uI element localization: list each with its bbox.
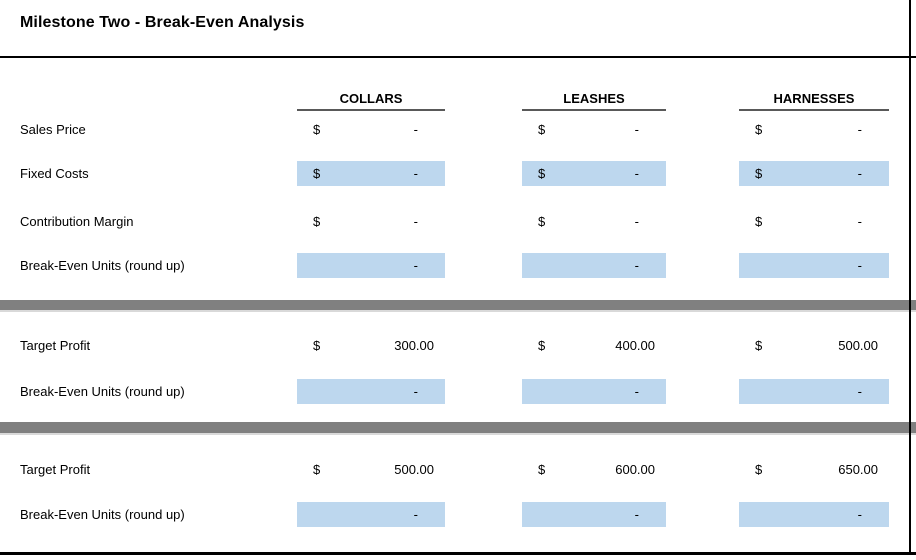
cell-value: -	[634, 166, 639, 181]
cell-value: 400.00	[615, 338, 655, 353]
cell-value: -	[413, 166, 418, 181]
row-sales-price: Sales Price $ - $ - $ -	[0, 117, 916, 142]
currency-symbol: $	[538, 462, 546, 477]
cell-value: 500.00	[838, 338, 878, 353]
currency-symbol: $	[755, 462, 763, 477]
cell-break-even-units-2-collars[interactable]: -	[297, 379, 445, 404]
cell-value: -	[413, 122, 418, 137]
cell-break-even-units-3-leashes[interactable]: -	[522, 502, 666, 527]
row-label-contribution-margin: Contribution Margin	[20, 214, 134, 229]
currency-symbol: $	[538, 338, 546, 353]
cell-value: 650.00	[838, 462, 878, 477]
cell-fixed-costs-leashes[interactable]: $ -	[522, 161, 666, 186]
column-header-harnesses: HARNESSES	[739, 88, 889, 111]
row-label-break-even-units: Break-Even Units (round up)	[20, 507, 185, 522]
cell-value: -	[413, 507, 418, 522]
cell-contribution-margin-leashes[interactable]: $ -	[522, 209, 666, 234]
cell-target-profit-1-collars[interactable]: $ 300.00	[297, 333, 445, 358]
cell-target-profit-2-leashes[interactable]: $ 600.00	[522, 457, 666, 482]
row-break-even-units-1: Break-Even Units (round up) - - -	[0, 253, 916, 278]
cell-break-even-units-2-harnesses[interactable]: -	[739, 379, 889, 404]
currency-symbol: $	[313, 214, 321, 229]
cell-value: -	[413, 214, 418, 229]
currency-symbol: $	[538, 122, 546, 137]
cell-value: 300.00	[394, 338, 434, 353]
row-fixed-costs: Fixed Costs $ - $ - $ -	[0, 161, 916, 186]
cell-sales-price-collars[interactable]: $ -	[297, 117, 445, 142]
currency-symbol: $	[313, 462, 321, 477]
bottom-border	[0, 552, 916, 555]
cell-target-profit-2-harnesses[interactable]: $ 650.00	[739, 457, 889, 482]
cell-value: -	[634, 214, 639, 229]
cell-target-profit-2-collars[interactable]: $ 500.00	[297, 457, 445, 482]
right-border	[909, 0, 911, 555]
cell-value: -	[857, 258, 862, 273]
cell-value: -	[634, 258, 639, 273]
row-target-profit-2: Target Profit $ 500.00 $ 600.00 $ 650.00	[0, 457, 916, 482]
cell-value: -	[857, 507, 862, 522]
cell-contribution-margin-harnesses[interactable]: $ -	[739, 209, 889, 234]
cell-sales-price-harnesses[interactable]: $ -	[739, 117, 889, 142]
section-divider-1	[0, 300, 916, 312]
row-label-target-profit: Target Profit	[20, 338, 91, 353]
row-label-break-even-units: Break-Even Units (round up)	[20, 384, 185, 399]
row-label-fixed-costs: Fixed Costs	[20, 166, 89, 181]
currency-symbol: $	[538, 214, 546, 229]
cell-value: -	[413, 258, 418, 273]
cell-value: -	[857, 166, 862, 181]
cell-value: -	[857, 384, 862, 399]
cell-value: -	[634, 507, 639, 522]
currency-symbol: $	[313, 338, 321, 353]
cell-break-even-units-3-collars[interactable]: -	[297, 502, 445, 527]
row-label-target-profit: Target Profit	[20, 462, 91, 477]
cell-break-even-units-1-leashes[interactable]: -	[522, 253, 666, 278]
currency-symbol: $	[313, 166, 321, 181]
row-target-profit-1: Target Profit $ 300.00 $ 400.00 $ 500.00	[0, 333, 916, 358]
cell-value: -	[857, 214, 862, 229]
cell-value: 600.00	[615, 462, 655, 477]
row-contribution-margin: Contribution Margin $ - $ - $ -	[0, 209, 916, 234]
currency-symbol: $	[755, 166, 763, 181]
row-break-even-units-2: Break-Even Units (round up) - - -	[0, 379, 916, 404]
cell-fixed-costs-collars[interactable]: $ -	[297, 161, 445, 186]
cell-contribution-margin-collars[interactable]: $ -	[297, 209, 445, 234]
cell-value: -	[413, 384, 418, 399]
row-label-sales-price: Sales Price	[20, 122, 86, 137]
currency-symbol: $	[755, 214, 763, 229]
cell-value: -	[857, 122, 862, 137]
currency-symbol: $	[755, 338, 763, 353]
cell-break-even-units-2-leashes[interactable]: -	[522, 379, 666, 404]
cell-fixed-costs-harnesses[interactable]: $ -	[739, 161, 889, 186]
currency-symbol: $	[538, 166, 546, 181]
cell-break-even-units-3-harnesses[interactable]: -	[739, 502, 889, 527]
cell-target-profit-1-harnesses[interactable]: $ 500.00	[739, 333, 889, 358]
section-divider-2	[0, 422, 916, 435]
cell-sales-price-leashes[interactable]: $ -	[522, 117, 666, 142]
cell-value: -	[634, 384, 639, 399]
currency-symbol: $	[755, 122, 763, 137]
currency-symbol: $	[313, 122, 321, 137]
column-header-leashes: LEASHES	[522, 88, 666, 111]
page-title: Milestone Two - Break-Even Analysis	[20, 14, 305, 31]
cell-break-even-units-1-collars[interactable]: -	[297, 253, 445, 278]
title-divider	[0, 56, 916, 58]
cell-value: 500.00	[394, 462, 434, 477]
cell-break-even-units-1-harnesses[interactable]: -	[739, 253, 889, 278]
row-label-break-even-units: Break-Even Units (round up)	[20, 258, 185, 273]
cell-value: -	[634, 122, 639, 137]
row-break-even-units-3: Break-Even Units (round up) - - -	[0, 502, 916, 527]
column-header-collars: COLLARS	[297, 88, 445, 111]
cell-target-profit-1-leashes[interactable]: $ 400.00	[522, 333, 666, 358]
